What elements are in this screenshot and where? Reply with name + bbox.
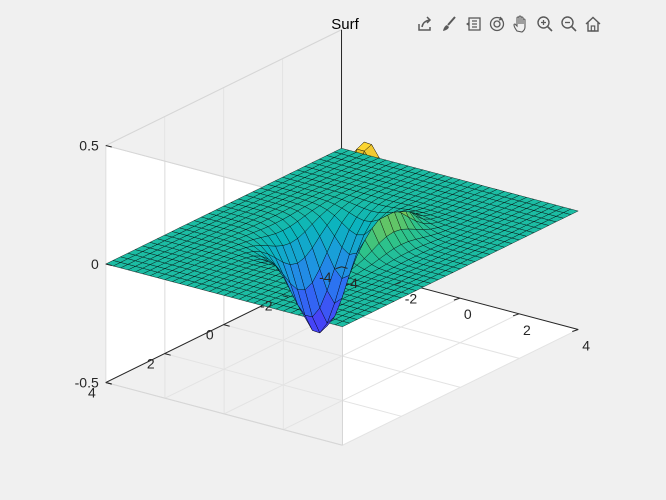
x-tick-label: -2: [405, 290, 418, 306]
pan-icon: [513, 15, 526, 33]
zoom-out-icon: [561, 16, 577, 32]
datatip-button[interactable]: [462, 12, 484, 36]
brush-button[interactable]: [438, 12, 460, 36]
y-tick-label: 0: [206, 327, 214, 343]
datatip-icon: [466, 17, 481, 31]
zoom-out-button[interactable]: [558, 12, 580, 36]
axis-ticks: -0.5 0 0.5 -4 -2 0 2 4 -4 -2 0 2 4: [75, 138, 591, 401]
y-tick-label: -2: [260, 298, 273, 314]
x-tick-label: 0: [464, 306, 472, 322]
surface-plot: [105, 141, 579, 334]
rotate-3d-button[interactable]: [486, 12, 508, 36]
brush-icon: [443, 16, 456, 31]
export-icon: [418, 16, 432, 31]
zoom-in-button[interactable]: [534, 12, 556, 36]
pan-button[interactable]: [510, 12, 532, 36]
x-tick-label: 2: [523, 322, 531, 338]
x-tick-label: -4: [346, 275, 359, 291]
rotate-3d-icon: [489, 16, 505, 32]
x-tick-label: 4: [582, 337, 590, 353]
axes-toolbar: [414, 12, 604, 36]
z-tick-label: 0.5: [79, 138, 99, 154]
zoom-in-icon: [537, 16, 553, 32]
chart-title: Surf: [331, 16, 359, 33]
z-tick-label: -0.5: [75, 375, 99, 391]
y-tick-label: -4: [319, 269, 332, 285]
y-tick-label: 4: [88, 385, 96, 401]
y-tick-label: 2: [147, 356, 155, 372]
export-button[interactable]: [414, 12, 436, 36]
surface-patch: [333, 148, 350, 155]
home-button[interactable]: [582, 12, 604, 36]
z-tick-label: 0: [91, 256, 99, 272]
home-icon: [585, 16, 601, 32]
